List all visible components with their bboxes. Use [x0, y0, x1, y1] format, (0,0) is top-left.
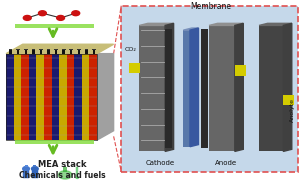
- Bar: [16, 49, 20, 50]
- Bar: [139, 26, 165, 151]
- Polygon shape: [190, 28, 198, 147]
- Bar: [82, 54, 89, 140]
- Bar: [67, 54, 74, 140]
- Polygon shape: [235, 23, 243, 151]
- Bar: [25, 166, 28, 167]
- Text: Anode: Anode: [215, 160, 237, 166]
- FancyBboxPatch shape: [121, 6, 298, 172]
- Bar: [64, 166, 66, 167]
- Bar: [209, 26, 235, 151]
- Bar: [85, 50, 88, 54]
- Bar: [78, 50, 80, 54]
- Text: Cathode: Cathode: [146, 160, 175, 166]
- Bar: [32, 169, 38, 178]
- Bar: [85, 49, 88, 50]
- Bar: [74, 54, 82, 140]
- Bar: [47, 50, 50, 54]
- Bar: [201, 29, 208, 148]
- Bar: [32, 49, 35, 50]
- Circle shape: [76, 177, 78, 178]
- Bar: [89, 54, 97, 140]
- Text: Chemicals and fuels: Chemicals and fuels: [19, 171, 105, 180]
- Polygon shape: [259, 23, 292, 26]
- Bar: [9, 49, 12, 50]
- Bar: [62, 49, 65, 50]
- Polygon shape: [6, 44, 114, 54]
- Text: MEA stack: MEA stack: [38, 160, 86, 169]
- Text: CO₂: CO₂: [124, 47, 136, 52]
- Bar: [15, 24, 94, 28]
- Polygon shape: [97, 54, 114, 140]
- Text: Anolyte: Anolyte: [290, 98, 295, 122]
- Bar: [14, 54, 21, 140]
- Polygon shape: [165, 23, 174, 151]
- Polygon shape: [283, 23, 292, 151]
- Bar: [44, 54, 52, 140]
- Bar: [69, 49, 73, 50]
- Bar: [165, 29, 172, 148]
- Bar: [6, 54, 14, 140]
- Bar: [92, 49, 96, 50]
- Bar: [40, 50, 42, 54]
- Bar: [36, 54, 44, 140]
- Bar: [52, 54, 59, 140]
- Bar: [17, 50, 19, 54]
- Bar: [47, 49, 50, 50]
- Bar: [25, 50, 27, 54]
- Circle shape: [32, 167, 38, 171]
- Polygon shape: [183, 28, 198, 30]
- Circle shape: [72, 11, 80, 16]
- Bar: [54, 49, 58, 50]
- Circle shape: [57, 15, 65, 20]
- Bar: [77, 49, 81, 50]
- Text: Membrane: Membrane: [190, 2, 231, 11]
- Bar: [32, 50, 35, 54]
- Bar: [76, 167, 78, 178]
- Bar: [24, 49, 28, 50]
- Bar: [21, 54, 29, 140]
- Bar: [259, 26, 283, 151]
- Bar: [62, 50, 65, 54]
- Bar: [15, 140, 94, 144]
- Polygon shape: [209, 23, 243, 26]
- Bar: [59, 54, 67, 140]
- Bar: [70, 50, 72, 54]
- Bar: [283, 95, 294, 105]
- Bar: [129, 63, 140, 73]
- Circle shape: [38, 11, 46, 16]
- Circle shape: [23, 167, 29, 171]
- Bar: [29, 54, 36, 140]
- Bar: [55, 50, 57, 54]
- Bar: [183, 30, 190, 147]
- Bar: [6, 54, 97, 140]
- Circle shape: [23, 15, 31, 20]
- Circle shape: [58, 171, 72, 179]
- Polygon shape: [139, 23, 174, 26]
- Bar: [33, 166, 36, 167]
- Bar: [9, 50, 12, 54]
- Bar: [39, 49, 43, 50]
- Bar: [235, 65, 246, 76]
- Bar: [23, 169, 29, 178]
- Bar: [93, 50, 95, 54]
- Bar: [63, 167, 67, 171]
